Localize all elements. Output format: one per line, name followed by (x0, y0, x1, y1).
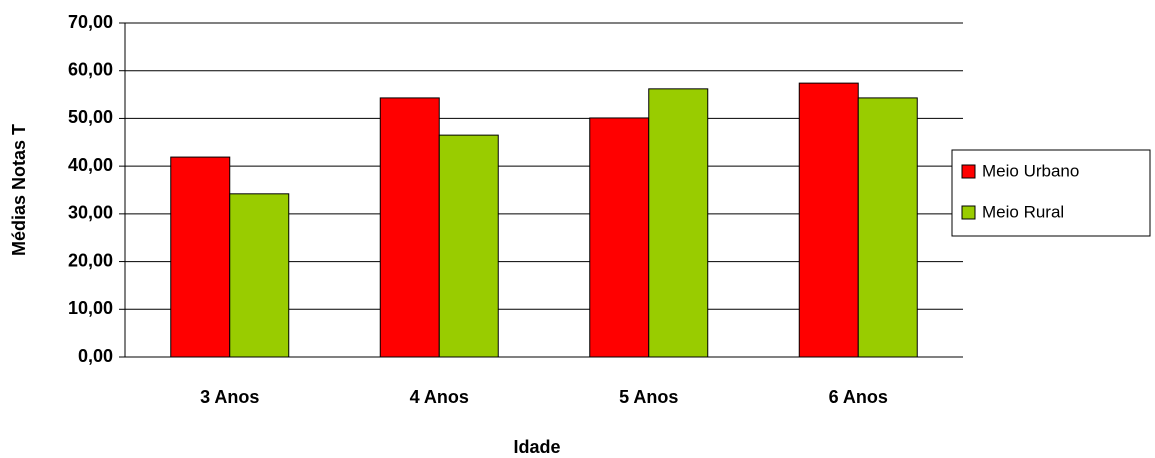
y-tick-label: 40,00 (68, 155, 113, 175)
y-tick-label: 60,00 (68, 59, 113, 79)
bar (170, 156, 231, 358)
bar (648, 88, 709, 358)
x-axis-title: Idade (513, 437, 560, 457)
x-tick-label: 5 Anos (619, 387, 678, 407)
y-tick-label: 20,00 (68, 250, 113, 270)
legend-label: Meio Rural (982, 202, 1064, 221)
bar (438, 134, 499, 358)
y-tick-label: 50,00 (68, 107, 113, 127)
bar (589, 117, 650, 358)
y-tick-label: 10,00 (68, 298, 113, 318)
bar (857, 97, 918, 358)
legend-swatch (961, 164, 976, 179)
bar (229, 193, 290, 358)
legend-swatch (961, 205, 976, 220)
x-tick-label: 4 Anos (410, 387, 469, 407)
y-tick-label: 0,00 (78, 346, 113, 366)
bar (798, 82, 859, 358)
bar (379, 97, 440, 358)
x-tick-label: 6 Anos (829, 387, 888, 407)
y-tick-label: 70,00 (68, 12, 113, 32)
legend-box (951, 149, 1151, 237)
y-axis-title: Médias Notas T (9, 124, 29, 256)
y-tick-label: 30,00 (68, 203, 113, 223)
legend-label: Meio Urbano (982, 161, 1079, 180)
x-tick-label: 3 Anos (200, 387, 259, 407)
